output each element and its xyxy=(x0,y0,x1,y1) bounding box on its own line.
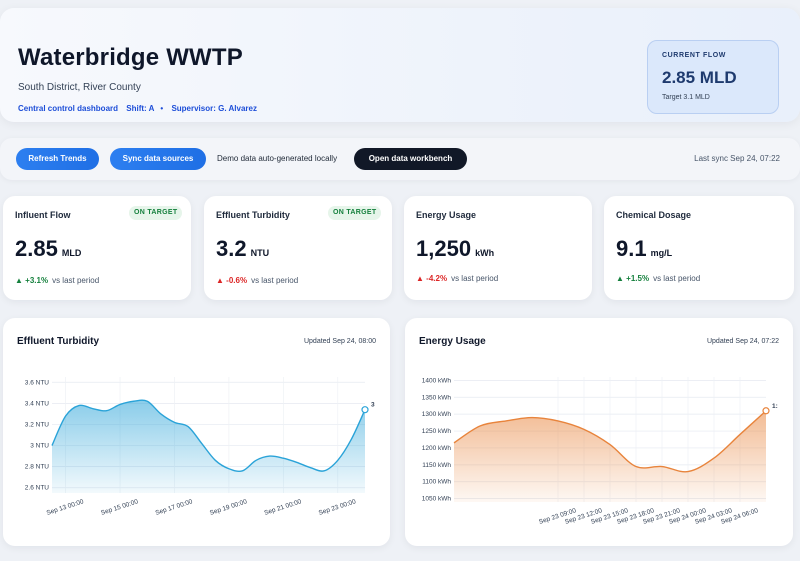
kpi-delta: ▲ -0.6% vs last period xyxy=(216,276,298,285)
kpi-unit: mg/L xyxy=(650,248,673,258)
x-tick-label: Sep 13 00:00 xyxy=(46,498,85,517)
supervisor-label: Supervisor: G. Alvarez xyxy=(171,104,257,113)
y-tick-label: 1350 kWh xyxy=(422,394,452,401)
series-area xyxy=(52,400,365,493)
last-point-marker xyxy=(361,406,369,414)
chart-title: Effluent Turbidity xyxy=(17,336,100,347)
y-tick-label: 2.6 NTU xyxy=(25,485,50,492)
y-tick-label: 1300 kWh xyxy=(422,411,452,418)
x-tick-label: Sep 21 00:00 xyxy=(263,498,302,517)
delta-caption: vs last period xyxy=(251,276,299,285)
kpi-number: 9.1 xyxy=(616,236,647,261)
last-sync-text: Last sync Sep 24, 07:22 xyxy=(694,154,780,163)
current-flow-card: CURRENT FLOW 2.85 MLD Target 3.1 MLD xyxy=(647,40,779,114)
turbidity-chart-card: Effluent Turbidity Updated Sep 24, 08:00… xyxy=(3,318,390,546)
refresh-trends-button[interactable]: Refresh Trends xyxy=(16,148,99,170)
x-tick-label: Sep 19 00:00 xyxy=(209,498,248,517)
y-tick-label: 2.8 NTU xyxy=(25,464,50,471)
trend-down-icon: ▲ xyxy=(216,276,224,285)
x-tick-label: Sep 23 00:00 xyxy=(318,498,357,517)
current-flow-target: Target 3.1 MLD xyxy=(662,94,710,101)
header-panel: Waterbridge WWTP South District, River C… xyxy=(0,8,800,122)
y-tick-label: 1050 kWh xyxy=(422,496,452,503)
y-tick-label: 1100 kWh xyxy=(422,479,451,486)
delta-caption: vs last period xyxy=(653,274,701,283)
last-point-marker xyxy=(762,407,770,415)
kpi-delta: ▲ -4.2% vs last period xyxy=(416,274,498,283)
kpi-name: Effluent Turbidity xyxy=(216,210,290,220)
last-value-label: 3 xyxy=(371,402,375,409)
series-area xyxy=(454,410,766,502)
y-tick-label: 1400 kWh xyxy=(422,377,452,384)
delta-value: -0.6% xyxy=(226,276,248,285)
y-tick-label: 3 NTU xyxy=(30,443,49,450)
chart-title: Energy Usage xyxy=(419,336,486,347)
kpi-name: Chemical Dosage xyxy=(616,210,692,220)
kpi-unit: NTU xyxy=(250,248,270,258)
shift-label: Shift: A xyxy=(126,104,155,113)
plant-location: South District, River County xyxy=(18,82,141,93)
current-flow-value: 2.85 MLD xyxy=(662,68,737,87)
meta-separator: • xyxy=(160,104,164,113)
y-tick-label: 3.4 NTU xyxy=(25,400,50,407)
energy-chart: 1050 kWh 1100 kWh 1150 kWh 1200 kWh 1250 kWh… xyxy=(422,377,778,526)
current-flow-label: CURRENT FLOW xyxy=(662,52,726,59)
kpi-unit: kWh xyxy=(475,248,495,258)
delta-value: -4.2% xyxy=(426,274,448,283)
y-tick-label: 1250 kWh xyxy=(422,428,452,435)
kpi-name: Energy Usage xyxy=(416,210,477,220)
dashboard-meta: Central control dashboard Shift: A • Supe… xyxy=(18,104,263,113)
kpi-card-chemical-dosage: Chemical Dosage 9.1 mg/L ▲ +1.5% vs last p… xyxy=(604,196,794,300)
series-line xyxy=(453,410,767,473)
status-badge: ON TARGET xyxy=(328,206,382,220)
status-badge: ON TARGET xyxy=(129,206,183,220)
last-value-label: 1: xyxy=(772,403,778,410)
kpi-number: 1,250 xyxy=(416,236,472,261)
kpi-value: 2.85 MLD xyxy=(15,236,81,262)
kpi-number: 3.2 xyxy=(216,236,247,261)
page-title: Waterbridge WWTP xyxy=(18,44,243,71)
kpi-name: Influent Flow xyxy=(15,210,71,220)
kpi-value: 1,250 kWh xyxy=(416,236,494,262)
trend-up-icon: ▲ xyxy=(15,276,23,285)
kpi-number: 2.85 xyxy=(15,236,58,261)
y-tick-label: 1150 kWh xyxy=(422,462,451,469)
energy-chart-card: Energy Usage Updated Sep 24, 07:22 1050 … xyxy=(405,318,793,546)
delta-value: +1.5% xyxy=(626,274,650,283)
kpi-unit: MLD xyxy=(61,248,82,258)
chart-updated: Updated Sep 24, 08:00 xyxy=(303,338,376,345)
chart-updated: Updated Sep 24, 07:22 xyxy=(706,338,779,345)
sync-data-sources-button[interactable]: Sync data sources xyxy=(110,148,206,170)
turbidity-chart: 2.6 NTU 2.8 NTU 3 NTU 3.2 NTU 3.4 NTU 3.6 NTU… xyxy=(25,377,375,517)
demo-data-note: Demo data auto-generated locally xyxy=(217,154,338,163)
y-tick-label: 3.2 NTU xyxy=(25,421,50,428)
kpi-card-influent-flow: Influent Flow ON TARGET 2.85 MLD ▲ +3.1% v… xyxy=(3,196,191,300)
x-tick-label: Sep 15 00:00 xyxy=(100,498,139,517)
kpi-delta: ▲ +1.5% vs last period xyxy=(616,274,700,283)
kpi-value: 3.2 NTU xyxy=(216,236,269,262)
x-tick-label: Sep 17 00:00 xyxy=(155,498,194,517)
y-tick-label: 1200 kWh xyxy=(422,445,452,452)
dashboard-name: Central control dashboard xyxy=(18,104,119,113)
open-data-workbench-button[interactable]: Open data workbench xyxy=(354,148,467,170)
kpi-delta: ▲ +3.1% vs last period xyxy=(15,276,99,285)
delta-caption: vs last period xyxy=(451,274,499,283)
kpi-card-energy-usage: Energy Usage 1,250 kWh ▲ -4.2% vs last per… xyxy=(404,196,592,300)
delta-caption: vs last period xyxy=(52,276,100,285)
trend-up-icon: ▲ xyxy=(616,274,624,283)
kpi-value: 9.1 mg/L xyxy=(616,236,672,262)
kpi-card-effluent-turbidity: Effluent Turbidity ON TARGET 3.2 NTU ▲ -0… xyxy=(204,196,392,300)
series-line xyxy=(51,399,366,473)
y-tick-label: 3.6 NTU xyxy=(25,379,50,386)
delta-value: +3.1% xyxy=(25,276,49,285)
trend-down-icon: ▲ xyxy=(416,274,424,283)
